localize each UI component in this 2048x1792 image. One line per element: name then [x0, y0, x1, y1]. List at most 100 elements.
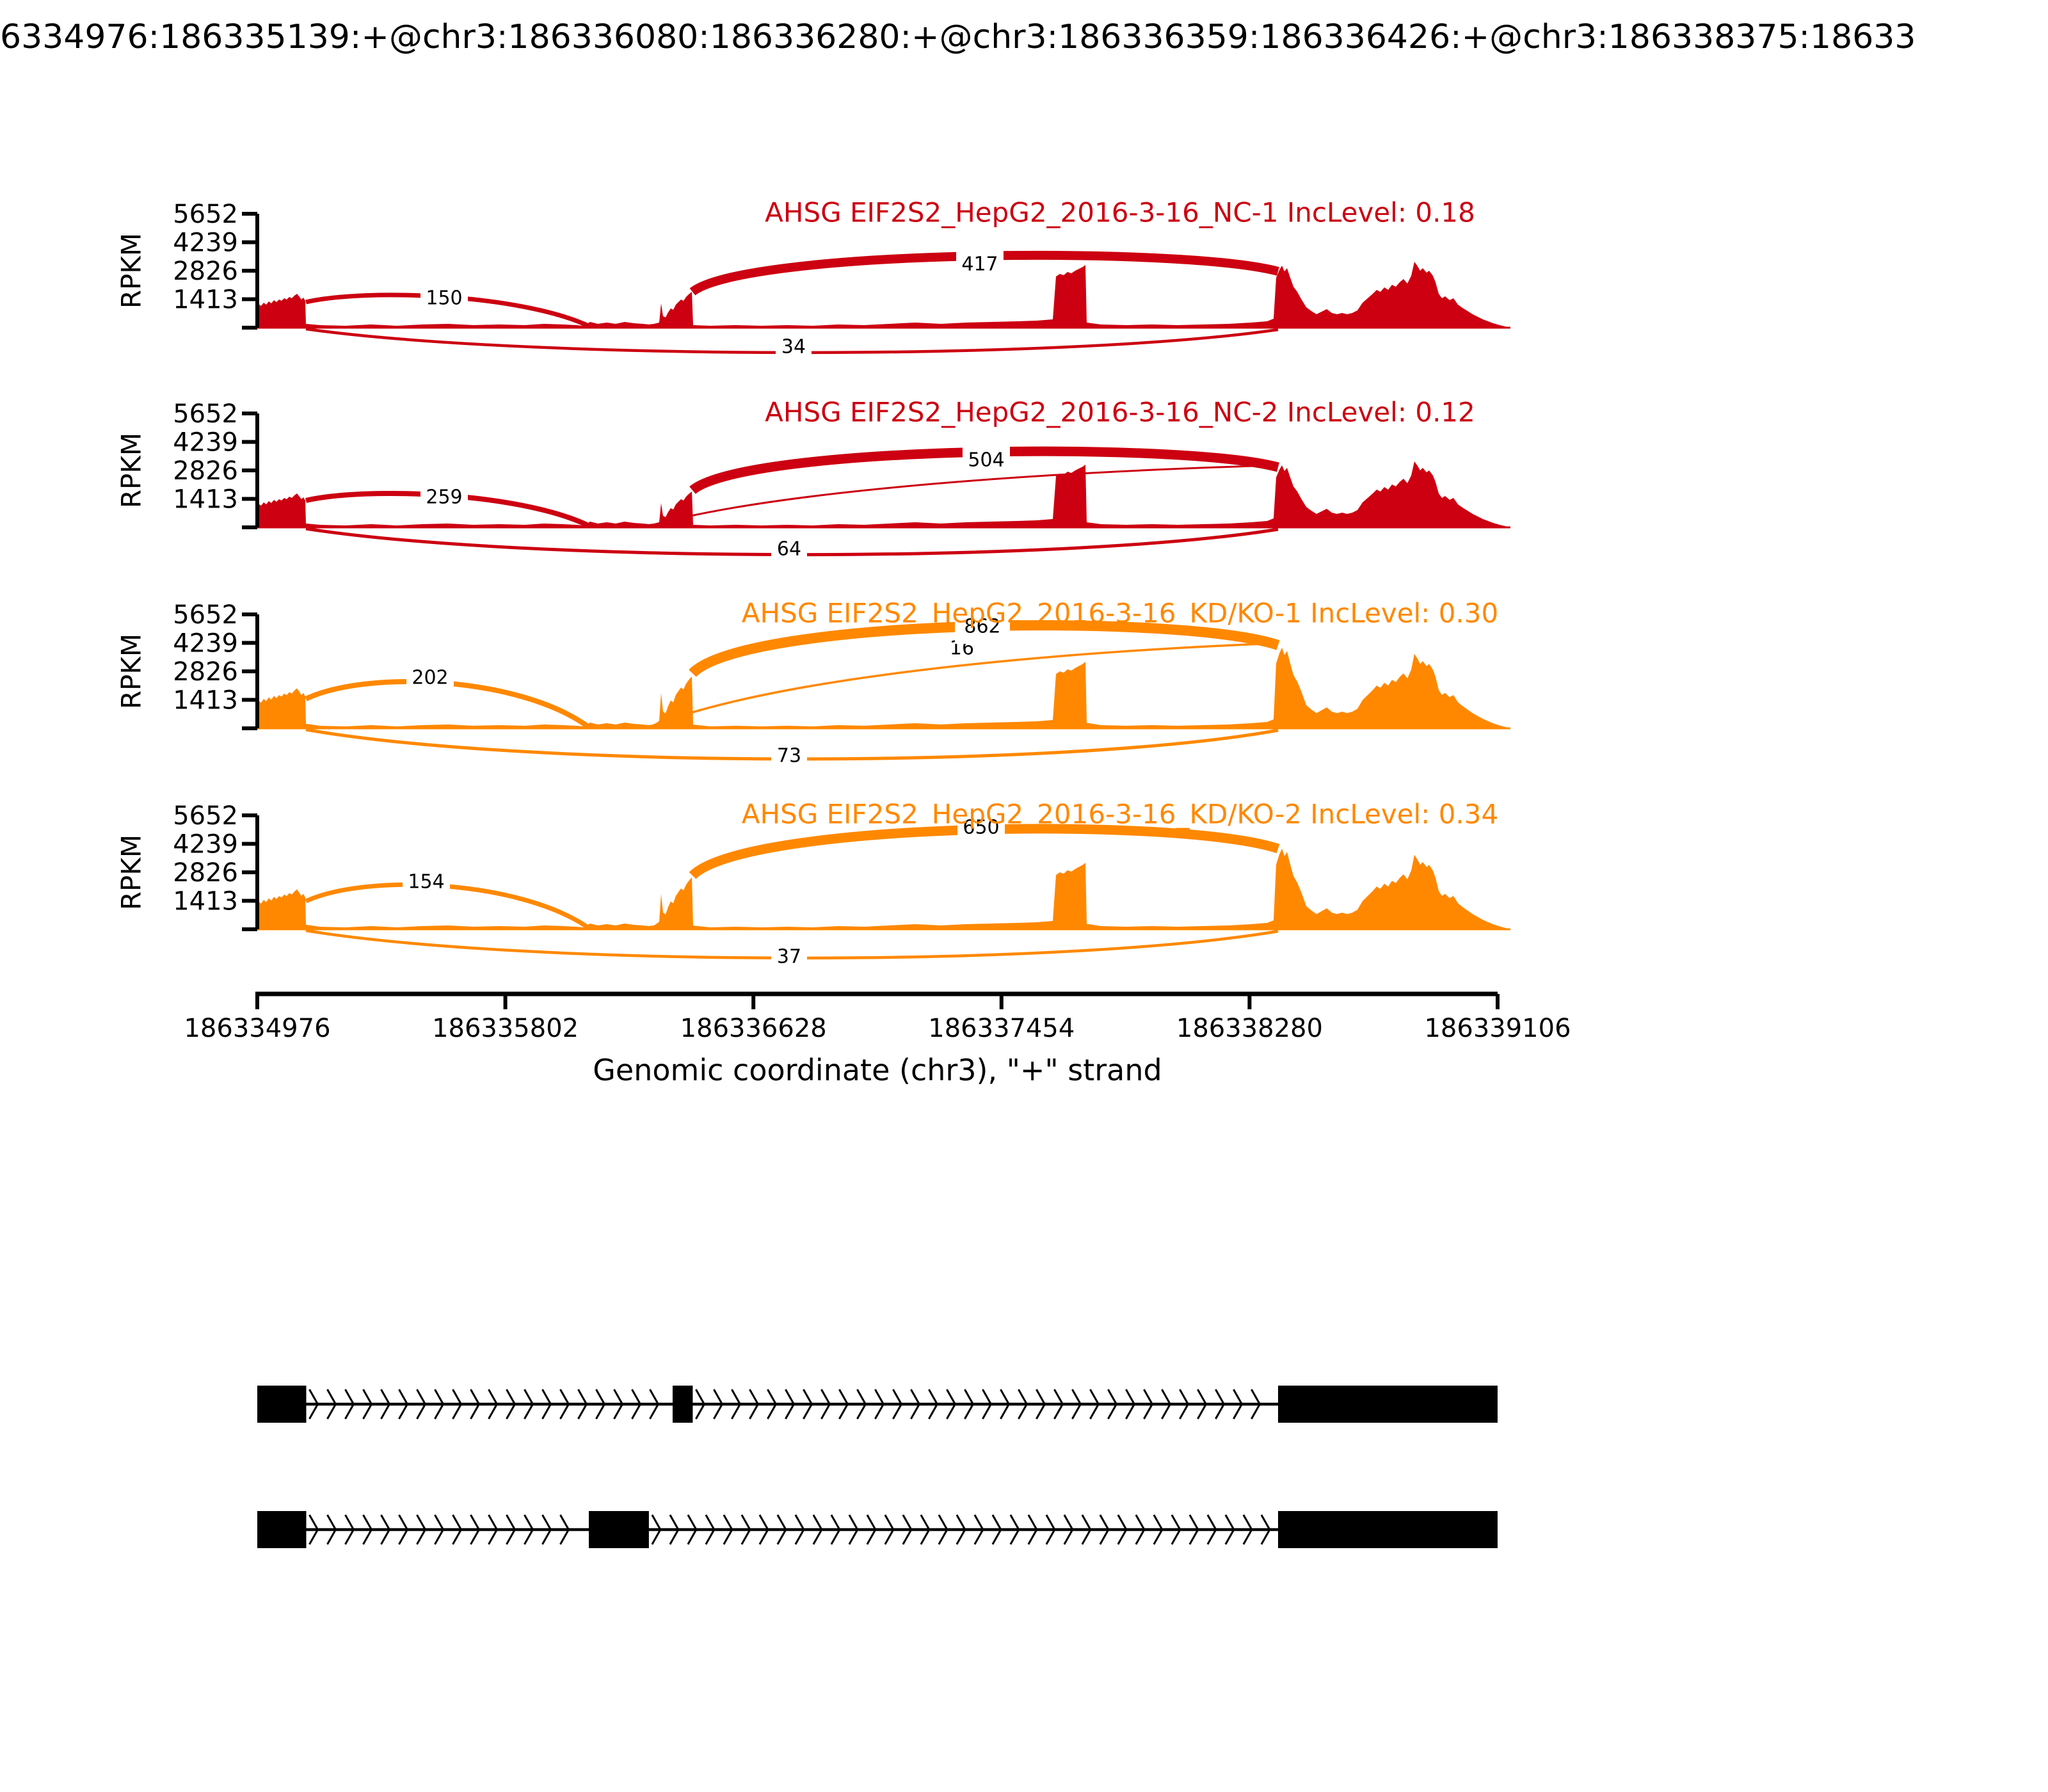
strand-arrow-icon	[1053, 1389, 1064, 1420]
strand-arrow-icon	[1027, 1514, 1038, 1545]
x-axis-tick-label: 186334976	[184, 1014, 330, 1043]
y-axis-tick-label: 1413	[173, 485, 238, 515]
strand-arrow-icon	[991, 1514, 1002, 1545]
strand-arrow-icon	[1161, 1389, 1172, 1420]
strand-arrow-icon	[803, 1389, 813, 1420]
strand-arrow-icon	[613, 1389, 624, 1420]
strand-arrow-icon	[631, 1389, 642, 1420]
strand-arrow-icon	[506, 1514, 516, 1545]
strand-arrow-icon	[767, 1389, 778, 1420]
junction-count-box	[771, 534, 807, 563]
junction-count-box	[956, 250, 1004, 278]
y-axis-tick-label: 5652	[173, 200, 238, 229]
junction-count-label: 259	[426, 486, 462, 509]
junction-count-box	[403, 867, 450, 895]
y-axis-tick-label: 4239	[173, 428, 238, 458]
y-axis-tick-label: 1413	[173, 686, 238, 716]
x-axis-tick-label: 186337454	[928, 1014, 1075, 1043]
strand-arrow-icon	[1233, 1389, 1244, 1420]
strand-arrow-icon	[874, 1389, 885, 1420]
strand-arrow-icon	[820, 1389, 831, 1420]
track-title-3: AHSG EIF2S2_HepG2_2016-3-16_KD/KO-1 IncL…	[742, 598, 1498, 629]
y-axis-tick-label: 1413	[173, 285, 238, 315]
junction-count-box	[771, 741, 807, 769]
strand-arrow-icon	[1063, 1514, 1074, 1545]
strand-arrow-icon	[1171, 1514, 1181, 1545]
strand-arrow-icon	[559, 1389, 570, 1420]
strand-arrow-icon	[1117, 1514, 1128, 1545]
y-axis-title: RPKM	[116, 835, 147, 910]
y-axis-tick-label: 4239	[173, 830, 238, 860]
strand-arrow-icon	[326, 1514, 337, 1545]
strand-arrow-icon	[902, 1514, 913, 1545]
strand-arrow-icon	[740, 1514, 751, 1545]
y-axis-tick-label: 2826	[173, 257, 238, 286]
strand-arrow-icon	[1206, 1514, 1217, 1545]
strand-arrow-icon	[723, 1514, 733, 1545]
x-axis-tick-label: 186338280	[1176, 1014, 1323, 1043]
strand-arrow-icon	[956, 1514, 966, 1545]
junction-count-box	[420, 284, 468, 312]
strand-arrow-icon	[1251, 1389, 1261, 1420]
strand-arrow-icon	[488, 1514, 499, 1545]
junction-count-label: 73	[777, 745, 801, 767]
strand-arrow-icon	[848, 1514, 859, 1545]
junction-count-label: 154	[408, 871, 444, 893]
y-axis-tick-label: 4239	[173, 629, 238, 659]
strand-arrow-icon	[794, 1514, 805, 1545]
junction-count-label: 150	[426, 287, 462, 310]
strand-arrow-icon	[1009, 1514, 1020, 1545]
strand-arrow-icon	[524, 1389, 534, 1420]
strand-arrow-icon	[1018, 1389, 1028, 1420]
y-axis-tick-label: 2826	[173, 657, 238, 687]
junction-count-box	[771, 942, 807, 970]
track-title-2: AHSG EIF2S2_HepG2_2016-3-16_NC-2 IncLeve…	[765, 397, 1475, 428]
strand-arrow-icon	[785, 1389, 796, 1420]
junction-count-label: 650	[963, 817, 999, 839]
strand-arrow-icon	[308, 1389, 319, 1420]
strand-arrow-icon	[838, 1389, 849, 1420]
strand-arrow-icon	[559, 1514, 570, 1545]
strand-arrow-icon	[910, 1389, 921, 1420]
coverage-area-track-1	[257, 262, 1510, 328]
strand-arrow-icon	[1135, 1514, 1146, 1545]
y-axis-tick-label: 5652	[173, 399, 238, 429]
strand-arrow-icon	[687, 1514, 698, 1545]
strand-arrow-icon	[1242, 1514, 1253, 1545]
strand-arrow-icon	[524, 1514, 534, 1545]
strand-arrow-icon	[1045, 1514, 1056, 1545]
strand-arrow-icon	[1224, 1514, 1235, 1545]
junction-count-label: 504	[968, 449, 1004, 472]
strand-arrow-icon	[651, 1514, 662, 1545]
strand-arrow-icon	[434, 1514, 445, 1545]
strand-arrow-icon	[749, 1389, 760, 1420]
strand-arrow-icon	[1125, 1389, 1136, 1420]
junction-count-label: 202	[412, 667, 448, 689]
strand-arrow-icon	[344, 1389, 355, 1420]
strand-arrow-icon	[362, 1514, 373, 1545]
strand-arrow-icon	[1260, 1514, 1271, 1545]
strand-arrow-icon	[1099, 1514, 1110, 1545]
strand-arrow-icon	[595, 1389, 606, 1420]
strand-arrow-icon	[380, 1389, 391, 1420]
exon-box	[672, 1386, 693, 1423]
strand-arrow-icon	[416, 1514, 427, 1545]
strand-arrow-icon	[470, 1514, 481, 1545]
strand-arrow-icon	[452, 1514, 463, 1545]
junction-count-box	[420, 483, 468, 511]
x-axis-title: Genomic coordinate (chr3), "+" strand	[593, 1053, 1162, 1087]
junction-count-label: 34	[781, 336, 806, 358]
junction-count-box	[406, 663, 454, 691]
y-axis-title: RPKM	[116, 433, 147, 508]
x-axis-tick-label: 186336628	[680, 1014, 827, 1043]
y-axis-title: RPKM	[116, 233, 147, 308]
strand-arrow-icon	[1179, 1389, 1190, 1420]
y-axis-tick-label: 4239	[173, 228, 238, 258]
y-axis-tick-label: 5652	[173, 600, 238, 630]
strand-arrow-icon	[1000, 1389, 1011, 1420]
strand-arrow-icon	[649, 1389, 660, 1420]
strand-arrow-icon	[920, 1514, 931, 1545]
strand-arrow-icon	[776, 1514, 787, 1545]
coverage-area-track-2	[257, 461, 1510, 527]
